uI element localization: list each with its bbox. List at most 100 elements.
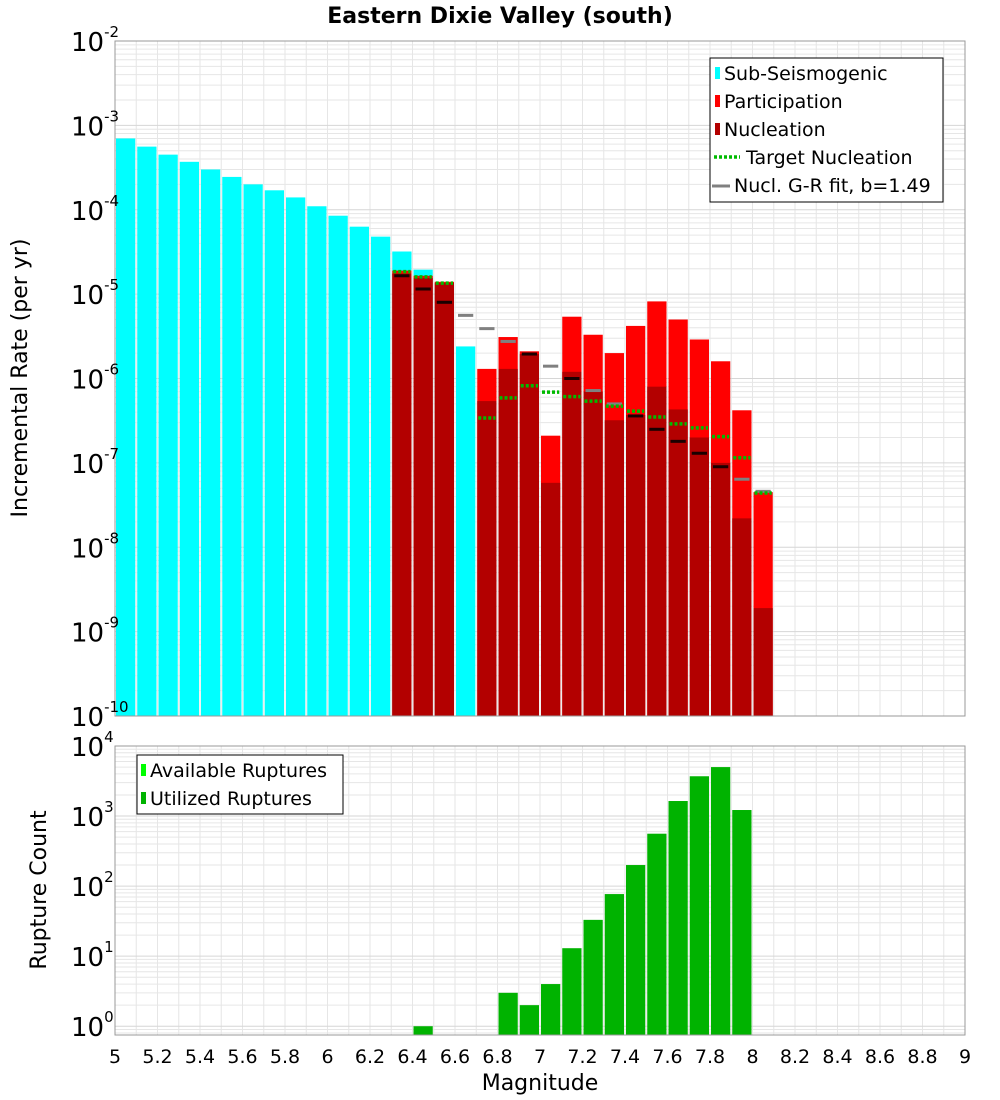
sub-seismogenic-bar xyxy=(158,154,178,716)
nucleation-bar xyxy=(689,437,709,716)
nucleation-bar xyxy=(541,482,561,716)
x-tick-label: 5.4 xyxy=(185,1046,215,1068)
grid xyxy=(114,746,966,1035)
top-y-tick-label: 10-5 xyxy=(71,276,119,311)
sub-seismogenic-bar xyxy=(286,197,306,717)
x-tick-label: 7.8 xyxy=(695,1046,725,1068)
legend-label-available: Available Ruptures xyxy=(150,760,327,782)
x-tick-label: 7.4 xyxy=(610,1046,640,1068)
legend-label-participation: Participation xyxy=(724,91,843,113)
utilized-rupture-bar xyxy=(498,992,518,1035)
nucleation-bar xyxy=(413,278,433,716)
nucleation-bar xyxy=(434,283,454,716)
sub-seismogenic-bar xyxy=(201,169,221,716)
x-tick-label: 9 xyxy=(959,1046,971,1068)
utilized-rupture-bar xyxy=(519,1005,539,1035)
nucleation-bar xyxy=(647,386,667,716)
legend-label-gr-fit: Nucl. G-R fit, b=1.49 xyxy=(734,175,931,197)
nucleation-bar xyxy=(562,371,582,716)
legend-swatch-utilized xyxy=(141,792,146,804)
utilized-rupture-bar xyxy=(562,948,582,1035)
utilized-rupture-bar xyxy=(583,919,603,1035)
top-legend: Sub-Seismogenic Participation Nucleation… xyxy=(709,57,944,203)
sub-seismogenic-bar xyxy=(349,226,369,716)
nucleation-bar xyxy=(604,420,624,716)
bottom-y-axis-label: Rupture Count xyxy=(27,810,52,970)
x-tick-label: 6.4 xyxy=(397,1046,427,1068)
nucleation-bar xyxy=(626,414,646,716)
top-y-tick-label: 10-8 xyxy=(71,529,119,564)
chart-title: Eastern Dixie Valley (south) xyxy=(327,4,673,29)
sub-seismogenic-bar xyxy=(264,190,284,716)
x-tick-label: 6.8 xyxy=(482,1046,512,1068)
nucleation-bar xyxy=(711,462,731,716)
x-tick-label: 5.6 xyxy=(227,1046,257,1068)
nucleation-bar xyxy=(498,368,518,716)
x-tick-label: 8.8 xyxy=(907,1046,937,1068)
legend-swatch-available xyxy=(141,764,146,776)
utilized-rupture-bar xyxy=(626,865,646,1035)
bottom-legend: Available Ruptures Utilized Ruptures xyxy=(136,754,344,815)
x-tick-label: 8.6 xyxy=(865,1046,895,1068)
x-tick-label: 7.6 xyxy=(652,1046,682,1068)
sub-seismogenic-bar xyxy=(222,176,242,716)
sub-seismogenic-bar xyxy=(371,236,391,716)
sub-seismogenic-bar xyxy=(179,161,199,716)
x-tick-label: 7 xyxy=(534,1046,546,1068)
legend-label-utilized: Utilized Ruptures xyxy=(150,788,312,810)
x-tick-label: 8.2 xyxy=(780,1046,810,1068)
bottom-y-tick-label: 101 xyxy=(71,938,114,973)
legend-swatch-participation xyxy=(715,95,720,107)
top-y-tick-label: 10-4 xyxy=(71,192,119,227)
sub-seismogenic-bar xyxy=(456,346,476,716)
nucleation-bar xyxy=(519,354,539,716)
nucleation-bar xyxy=(668,409,688,716)
x-tick-label: 6.6 xyxy=(440,1046,470,1068)
utilized-rupture-bar xyxy=(689,776,709,1035)
sub-seismogenic-bar xyxy=(137,146,157,716)
nucleation-bar xyxy=(583,391,603,716)
x-tick-label: 8.4 xyxy=(822,1046,852,1068)
top-y-tick-label: 10-3 xyxy=(71,107,119,142)
x-axis-label: Magnitude xyxy=(482,1071,599,1096)
utilized-rupture-bar xyxy=(732,810,752,1035)
bottom-plot-frame xyxy=(114,745,966,1036)
bottom-y-tick-label: 104 xyxy=(71,728,114,763)
bottom-y-tick-label: 103 xyxy=(71,798,114,833)
bottom-y-tick-label: 102 xyxy=(71,868,114,903)
top-plot-frame xyxy=(114,40,966,717)
nucleation-bar xyxy=(753,608,773,716)
nucleation-bar xyxy=(392,273,412,716)
legend-swatch-sub-seismogenic xyxy=(715,67,720,79)
sub-seismogenic-bar xyxy=(116,138,136,717)
utilized-rupture-bar xyxy=(668,801,688,1035)
utilized-rupture-bar xyxy=(541,984,561,1035)
top-y-axis-label: Incremental Rate (per yr) xyxy=(8,239,33,518)
utilized-rupture-bar xyxy=(604,894,624,1035)
x-tick-label: 7.2 xyxy=(567,1046,597,1068)
sub-seismogenic-bar xyxy=(328,215,348,717)
utilized-rupture-bar xyxy=(647,833,667,1035)
sub-seismogenic-bar xyxy=(243,184,263,717)
legend-label-target-nucleation: Target Nucleation xyxy=(745,147,913,169)
legend-label-sub-seismogenic: Sub-Seismogenic xyxy=(724,63,888,85)
bottom-y-tick-label: 100 xyxy=(71,1008,114,1043)
top-y-tick-label: 10-7 xyxy=(71,445,119,480)
legend-label-nucleation: Nucleation xyxy=(724,119,826,141)
x-tick-label: 6.2 xyxy=(355,1046,385,1068)
top-y-tick-label: 10-10 xyxy=(71,698,129,733)
nucleation-bar xyxy=(477,401,497,716)
x-tick-label: 8 xyxy=(746,1046,758,1068)
top-y-tick-label: 10-9 xyxy=(71,614,119,649)
nucleation-bar xyxy=(732,518,752,716)
x-tick-label: 5 xyxy=(109,1046,121,1068)
sub-seismogenic-bar xyxy=(307,206,327,716)
utilized-rupture-bar xyxy=(711,767,731,1035)
x-tick-label: 5.8 xyxy=(270,1046,300,1068)
top-y-tick-label: 10-2 xyxy=(71,23,119,58)
x-tick-label: 5.2 xyxy=(142,1046,172,1068)
x-tick-label: 6 xyxy=(321,1046,333,1068)
legend-swatch-nucleation xyxy=(715,123,720,135)
top-y-tick-label: 10-6 xyxy=(71,361,119,396)
